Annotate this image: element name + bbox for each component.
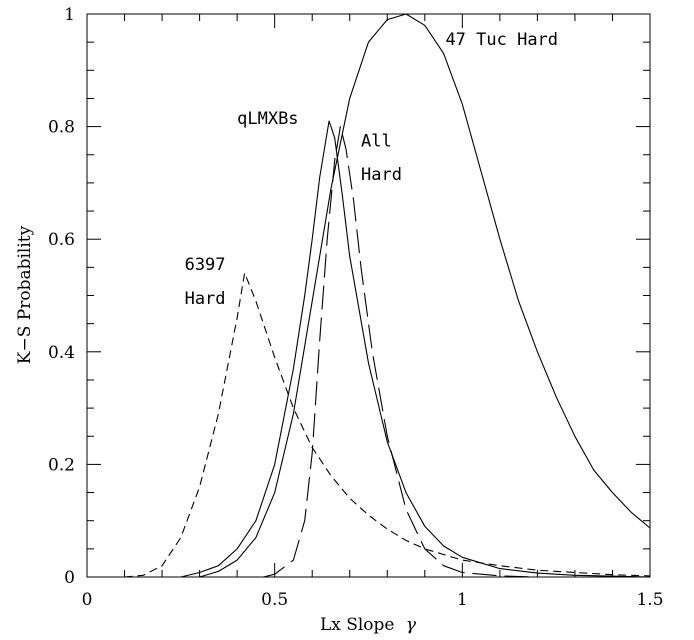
series-line-3: [263, 126, 538, 578]
y-axis-title: K−S Probability: [15, 225, 35, 364]
y-tick-label: 0.4: [48, 343, 75, 363]
plot-frame: [86, 13, 651, 578]
x-tick-label: 0.5: [261, 590, 288, 610]
annotation-label: All: [361, 131, 392, 151]
x-tick-label: 1: [457, 590, 468, 610]
curves: [124, 13, 651, 578]
y-tick-label: 0.6: [48, 230, 75, 250]
annotation-label: Hard: [185, 289, 226, 309]
gamma-symbol: γ: [406, 615, 417, 635]
y-tick-label: 1: [64, 5, 75, 25]
annotation-label: 47 Tuc Hard: [445, 30, 558, 50]
tick-labels: 0 0.5 1 1.5 0 0.2 0.4 0.6 0.8 1: [48, 5, 664, 610]
annotation-label: 6397: [185, 255, 226, 275]
annotation-label: qLMXBs: [237, 109, 298, 129]
series-line-4: [124, 272, 651, 578]
y-tick-label: 0.8: [48, 118, 75, 138]
annotation-label: Hard: [361, 165, 402, 185]
x-tick-label: 0: [82, 590, 93, 610]
annotations: 47 Tuc Hard qLMXBs All Hard 6397 Hard: [185, 30, 558, 309]
axis-ticks: [86, 13, 651, 578]
x-tick-label: 1.5: [636, 590, 663, 610]
x-axis-title: Lx Slope γ: [320, 615, 417, 635]
series-line-1: [199, 13, 651, 578]
series-line-2: [180, 120, 651, 578]
y-tick-label: 0.2: [48, 455, 75, 475]
y-tick-label: 0: [64, 568, 75, 588]
x-axis-label: Lx Slope: [320, 615, 395, 635]
